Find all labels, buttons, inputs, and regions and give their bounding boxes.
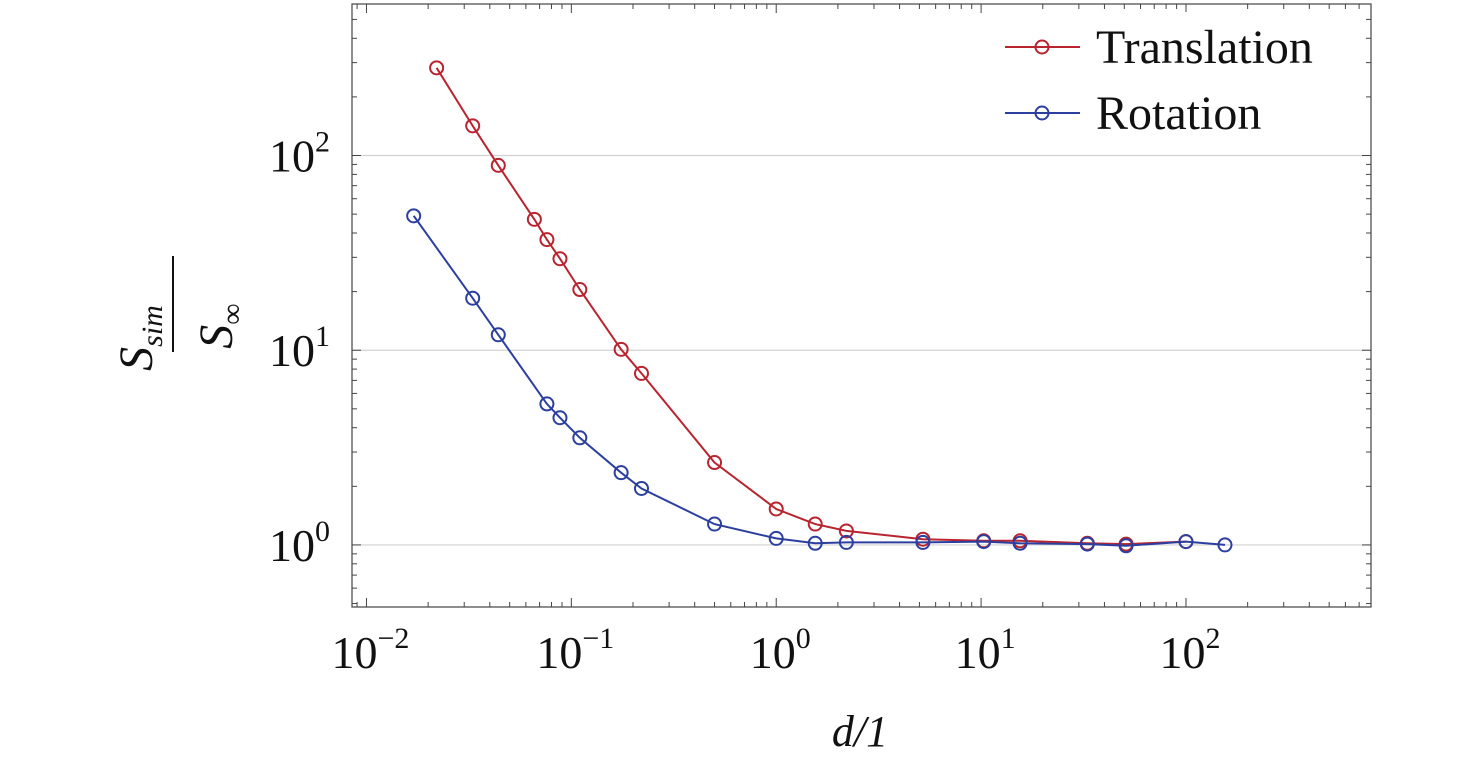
x-axis-label: d/1: [832, 707, 888, 756]
y-tick-label: 102: [269, 126, 330, 182]
y-label-num-symbol: S: [110, 347, 163, 371]
tick-labels: 10−2 10−1 100 101 102 100 101 102: [269, 126, 1220, 678]
data-point-rotation: [1079, 536, 1095, 552]
x-tick-label: 101: [955, 622, 1016, 678]
data-point-rotation: [976, 534, 992, 550]
series-group: [406, 60, 1233, 554]
data-point-rotation: [552, 410, 568, 426]
y-axis-label-numerator: Ssim: [110, 305, 169, 371]
data-point-rotation: [768, 530, 784, 546]
data-point-rotation: [572, 430, 588, 446]
data-point-rotation: [613, 465, 629, 481]
legend-label-rotation: Rotation: [1096, 87, 1261, 140]
data-point-rotation: [1012, 535, 1028, 551]
x-tick-label: 102: [1159, 622, 1220, 678]
legend: Translation Rotation: [990, 12, 1358, 142]
data-point-translation: [768, 501, 784, 517]
series-rotation: [406, 208, 1233, 554]
y-label-num-sub: sim: [136, 305, 169, 347]
series-line-translation: [435, 67, 1187, 546]
data-point-translation: [633, 365, 649, 381]
data-point-rotation: [707, 516, 723, 532]
data-point-rotation: [406, 208, 422, 224]
data-point-rotation: [915, 534, 931, 550]
y-tick-label: 101: [269, 320, 330, 376]
legend-marker-rotation: [1034, 105, 1050, 121]
data-point-translation: [526, 211, 542, 227]
data-point-translation: [838, 523, 854, 539]
data-point-translation: [807, 516, 823, 532]
plot-frame: [351, 3, 1372, 608]
data-point-rotation: [490, 327, 506, 343]
data-point-translation: [465, 118, 481, 134]
data-point-rotation: [465, 290, 481, 306]
y-label-den-sub: ∞: [216, 303, 249, 324]
x-tick-label: 100: [750, 622, 811, 678]
legend-label-translation: Translation: [1096, 21, 1313, 74]
data-point-rotation: [1217, 537, 1233, 553]
data-point-translation: [572, 282, 588, 298]
series-line-rotation: [412, 215, 1226, 547]
grid-lines: [352, 154, 1371, 546]
y-axis-label-denominator: S∞: [190, 303, 249, 348]
data-point-translation: [707, 455, 723, 471]
data-point-translation: [429, 60, 445, 76]
data-point-translation: [613, 341, 629, 357]
data-point-translation: [490, 157, 506, 173]
data-point-rotation: [807, 535, 823, 551]
y-tick-label: 100: [269, 515, 330, 571]
y-axis-label: Ssim S∞: [110, 256, 249, 371]
y-label-den-symbol: S: [190, 325, 243, 349]
data-point-translation: [552, 251, 568, 267]
data-point-rotation: [633, 480, 649, 496]
legend-marker-translation: [1034, 39, 1050, 55]
data-point-rotation: [539, 396, 555, 412]
x-axis-label-text: d/1: [832, 707, 888, 756]
axis-ticks: [352, 3, 1372, 607]
data-point-rotation: [1178, 534, 1194, 550]
x-tick-label: 10−1: [536, 622, 614, 678]
data-point-rotation: [1118, 538, 1134, 554]
data-point-rotation: [838, 534, 854, 550]
data-point-translation: [539, 232, 555, 248]
legend-background: [990, 12, 1358, 142]
x-tick-label: 10−2: [331, 622, 409, 678]
